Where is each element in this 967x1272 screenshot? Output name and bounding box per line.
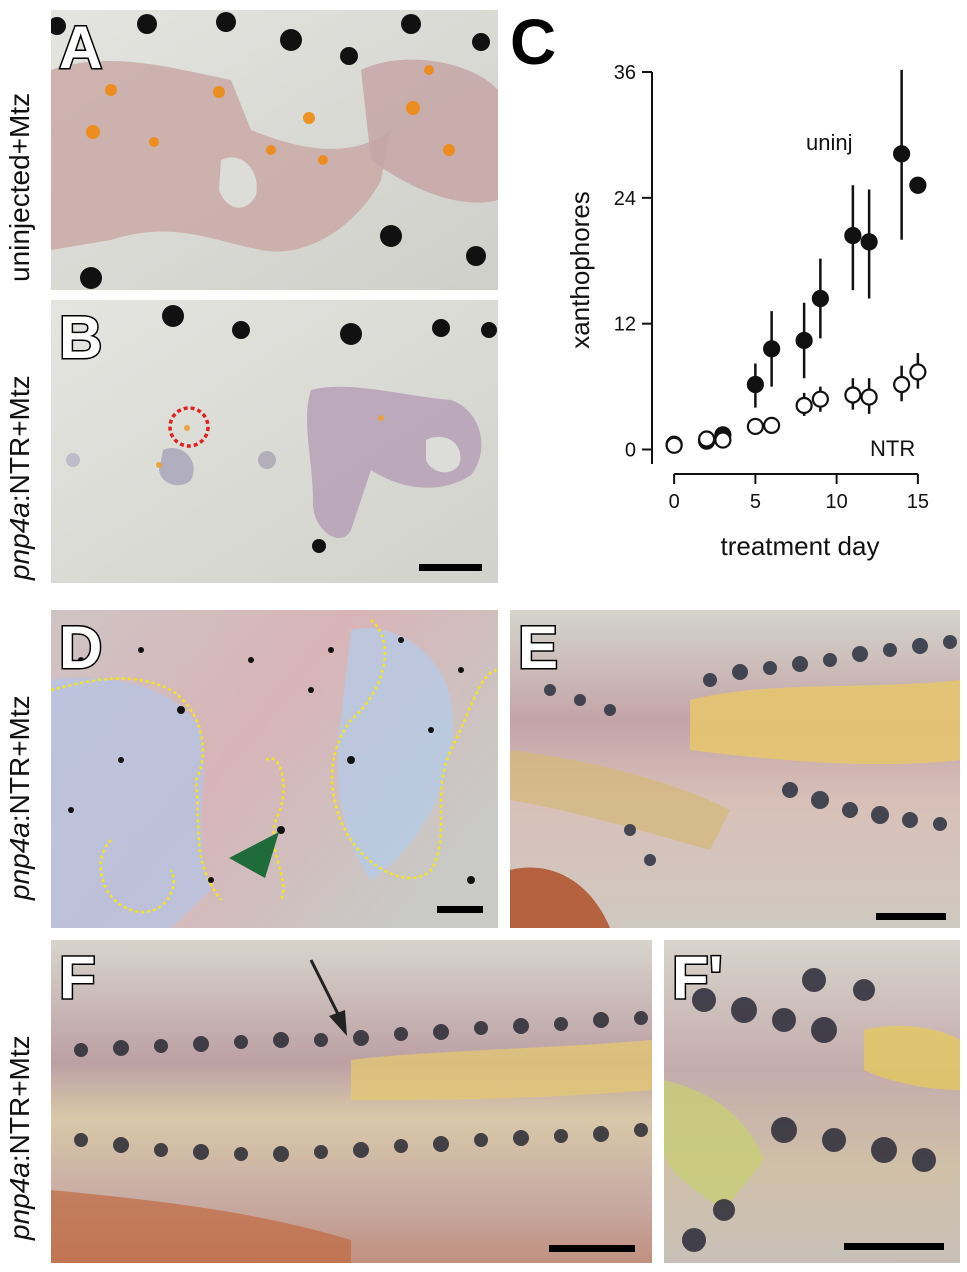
side-label-d: pnp4a:NTR+Mtz bbox=[4, 695, 36, 900]
side-label-f-gene: pnp4a bbox=[4, 1162, 35, 1240]
data-point-ntr bbox=[698, 430, 716, 448]
x-tick-label: 15 bbox=[907, 491, 929, 513]
melanophore-dots bbox=[68, 637, 475, 884]
side-label-a-text: uninjected+Mtz bbox=[4, 92, 35, 282]
data-point-ntr bbox=[909, 363, 927, 381]
panel-a-image: A bbox=[51, 10, 498, 290]
panel-letter-d: D bbox=[57, 614, 103, 681]
panel-e-image: E bbox=[510, 610, 960, 928]
panel-letter-f: F bbox=[58, 944, 98, 1011]
xanthophore-chart: 0 12 24 36 0 5 10 15 xanthophores treatment day… bbox=[565, 62, 929, 561]
panel-a-micrograph bbox=[51, 10, 498, 290]
melanophore-dots bbox=[51, 12, 490, 289]
x-tick-label: 0 bbox=[669, 491, 680, 513]
melanophore-stripe-lower bbox=[74, 1123, 648, 1162]
panel-b-micrograph bbox=[51, 300, 498, 583]
panel-d-micrograph bbox=[51, 610, 498, 928]
panel-e-micrograph bbox=[510, 610, 960, 928]
melanophore-clusters bbox=[682, 968, 936, 1252]
data-point-ntr bbox=[893, 375, 911, 394]
series-label-ntr: NTR bbox=[870, 436, 915, 461]
data-point-uninj bbox=[844, 226, 862, 245]
scale-bar-fprime bbox=[844, 1243, 944, 1250]
melanophore-dots bbox=[162, 305, 497, 553]
panel-letter-c: C bbox=[510, 10, 557, 78]
side-label-b-suffix: :NTR+Mtz bbox=[4, 375, 35, 503]
y-tick-label: 24 bbox=[614, 188, 636, 210]
side-label-b: pnp4a:NTR+Mtz bbox=[4, 375, 36, 580]
data-point-ntr bbox=[746, 417, 764, 436]
x-tick-label: 5 bbox=[750, 491, 761, 513]
x-axis-label: treatment day bbox=[721, 531, 880, 561]
data-point-ntr bbox=[763, 416, 781, 434]
side-label-f: pnp4a:NTR+Mtz bbox=[4, 1035, 36, 1240]
side-label-b-gene: pnp4a bbox=[4, 502, 35, 580]
y-axis-label: xanthophores bbox=[565, 191, 595, 349]
panel-b-image: B bbox=[51, 300, 498, 583]
panel-c-chart: C 0 12 24 36 0 5 10 15 xanthophores treatment d… bbox=[510, 10, 960, 570]
y-tick-label: 36 bbox=[614, 62, 636, 84]
x-tick-label: 10 bbox=[826, 491, 848, 513]
data-point-ntr bbox=[665, 436, 683, 454]
y-tick-label: 12 bbox=[614, 314, 636, 336]
data-point-ntr bbox=[844, 386, 862, 404]
scale-bar-f bbox=[549, 1245, 635, 1252]
side-label-d-gene: pnp4a bbox=[4, 822, 35, 900]
side-label-a: uninjected+Mtz bbox=[4, 93, 36, 282]
data-point-ntr bbox=[795, 396, 813, 415]
side-label-f-suffix: :NTR+Mtz bbox=[4, 1035, 35, 1163]
panel-letter-a: A bbox=[57, 14, 103, 81]
side-label-d-suffix: :NTR+Mtz bbox=[4, 695, 35, 823]
melanophore-stripe-upper bbox=[74, 1011, 648, 1057]
data-point-uninj bbox=[763, 340, 781, 358]
black-arrow bbox=[309, 959, 343, 1021]
y-tick-label: 0 bbox=[625, 440, 636, 462]
data-point-uninj bbox=[860, 233, 878, 251]
panel-letter-e: E bbox=[516, 614, 559, 681]
data-point-uninj bbox=[893, 145, 911, 163]
green-arrowhead bbox=[229, 832, 279, 878]
data-point-ntr bbox=[714, 431, 732, 449]
data-point-uninj bbox=[909, 176, 927, 194]
data-point-ntr bbox=[811, 390, 829, 408]
red-marker-circle bbox=[168, 406, 210, 448]
series-label-uninj: uninj bbox=[806, 130, 852, 155]
data-point-ntr bbox=[860, 388, 878, 406]
panel-letter-fprime: F' bbox=[671, 944, 725, 1011]
data-point-uninj bbox=[811, 289, 829, 308]
data-point-uninj bbox=[795, 331, 813, 350]
black-arrow-head bbox=[329, 1010, 347, 1036]
data-point-uninj bbox=[746, 375, 764, 394]
scale-bar-e bbox=[876, 913, 946, 920]
scale-bar-d bbox=[437, 906, 483, 913]
panel-fprime-image: F' bbox=[664, 940, 960, 1263]
scale-bar-b bbox=[419, 564, 482, 571]
melanophore-stripe bbox=[544, 635, 957, 866]
panel-f-micrograph bbox=[51, 940, 652, 1263]
panel-fprime-micrograph bbox=[664, 940, 960, 1263]
panel-d-image: D bbox=[51, 610, 498, 928]
panel-letter-b: B bbox=[57, 304, 103, 371]
panel-f-image: F bbox=[51, 940, 652, 1263]
